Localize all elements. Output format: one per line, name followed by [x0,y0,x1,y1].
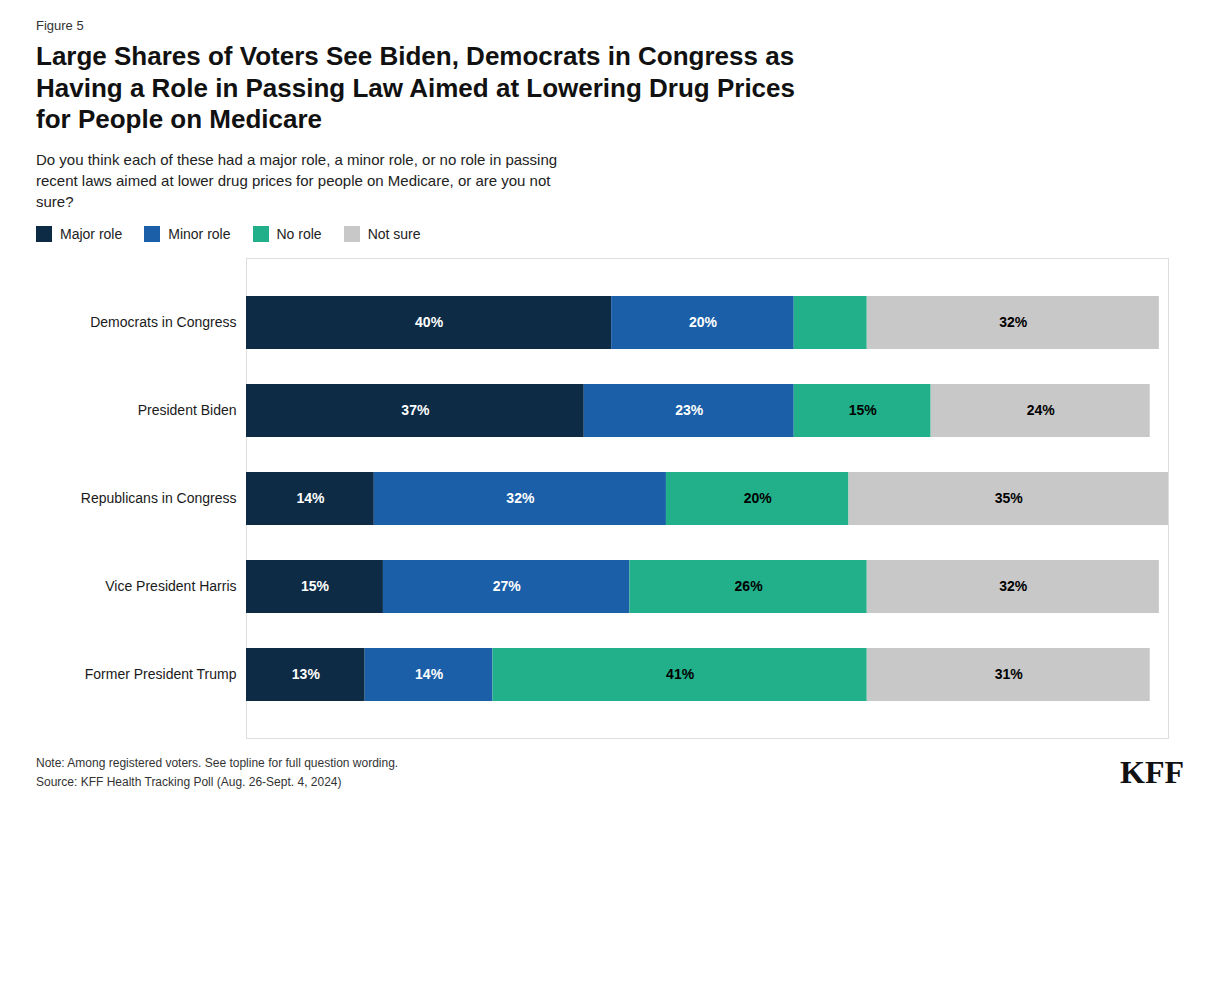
svg-text:24%: 24% [1027,403,1056,419]
svg-text:Vice President Harris: Vice President Harris [105,579,236,595]
svg-text:27%: 27% [493,579,522,595]
html-text:Not sure: Not sure [367,226,421,243]
svg-text:23%: 23% [675,403,704,419]
svg-text:37%: 37% [401,403,430,419]
svg-text:15%: 15% [301,579,330,595]
svg-text:32%: 32% [999,315,1028,331]
html-text:Minor role: Minor role [168,226,231,243]
svg-text:35%: 35% [995,491,1024,507]
svg-text:President Biden: President Biden [138,403,237,419]
svg-text:32%: 32% [506,491,535,507]
svg-text:32%: 32% [999,579,1028,595]
svg-text:Former President Trump: Former President Trump [85,667,237,683]
svg-text:14%: 14% [415,667,444,683]
svg-text:13%: 13% [292,667,321,683]
svg-text:20%: 20% [689,315,718,331]
html-text:Large Shares of Voters See Bid: Large Shares of Voters See Biden, Democr… [36,41,795,135]
html-text:No role: No role [276,226,322,243]
svg-text:15%: 15% [849,403,878,419]
svg-text:40%: 40% [415,315,444,331]
html-text:Figure 5: Figure 5 [36,18,84,33]
svg-text:Republicans in Congress: Republicans in Congress [81,491,237,507]
html-text:Source: KFF Health Tracking Po: Source: KFF Health Tracking Poll (Aug. 2… [36,775,342,790]
html-text:KFF: KFF [1120,754,1184,791]
svg-text:41%: 41% [666,667,695,683]
svg-text:20%: 20% [744,491,773,507]
html-text:Note: Among registered voters.: Note: Among registered voters. See topli… [36,756,399,771]
svg-text:Democrats in Congress: Democrats in Congress [90,315,236,331]
svg-text:26%: 26% [735,579,764,595]
svg-text:31%: 31% [995,667,1024,683]
html-text:Major role: Major role [60,226,123,243]
svg-text:14%: 14% [296,491,325,507]
html-text:Do you think each of these had: Do you think each of these had a major r… [36,151,558,210]
